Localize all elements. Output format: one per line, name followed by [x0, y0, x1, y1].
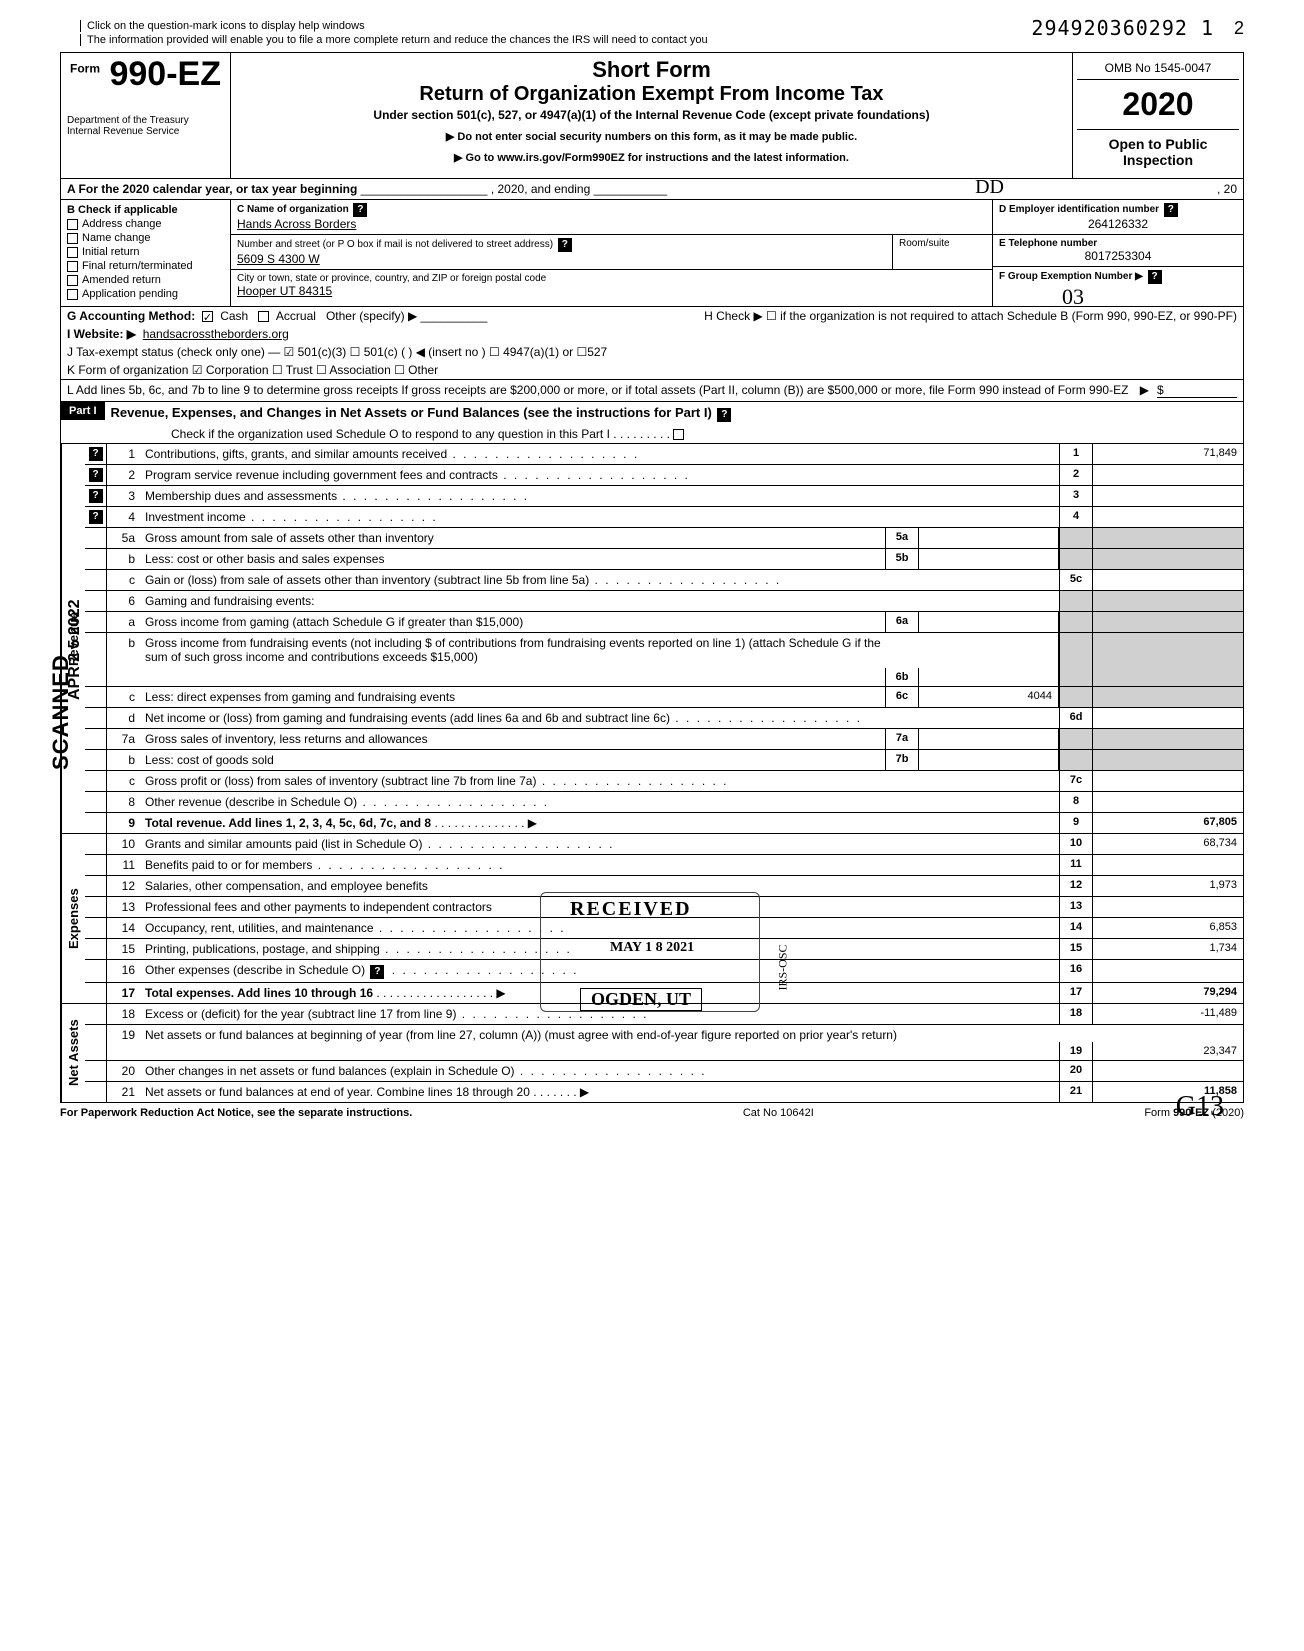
col-b: B Check if applicable Address change Nam…: [61, 200, 231, 306]
c-city: City or town, state or province, country…: [231, 270, 992, 301]
cb-application-pending[interactable]: Application pending: [67, 288, 224, 300]
g-to-k: G Accounting Method: Cash Accrual Other …: [61, 307, 1243, 380]
help-icon[interactable]: ?: [89, 447, 103, 461]
room-suite: Room/suite: [892, 235, 992, 269]
dept-treasury: Department of the Treasury Internal Reve…: [67, 115, 224, 137]
line-i: I Website: ▶ handsacrosstheborders.org: [61, 325, 1243, 343]
cb-address-change[interactable]: Address change: [67, 218, 224, 230]
main-title: Return of Organization Exempt From Incom…: [239, 83, 1064, 106]
short-form-title: Short Form: [239, 57, 1064, 83]
line-a: A For the 2020 calendar year, or tax yea…: [61, 179, 1243, 200]
footer: For Paperwork Reduction Act Notice, see …: [60, 1102, 1244, 1123]
help-icon[interactable]: ?: [353, 203, 367, 217]
expenses-label: Expenses: [61, 834, 85, 1003]
cb-name-change[interactable]: Name change: [67, 232, 224, 244]
line17-value: 79,294: [1093, 983, 1243, 1003]
help-icon[interactable]: ?: [89, 510, 103, 524]
irs-osc-stamp: IRS-OSC: [776, 944, 791, 990]
help-icon[interactable]: ?: [1148, 270, 1162, 284]
form-box: Form 990-EZ Department of the Treasury I…: [61, 53, 231, 178]
line-k: K Form of organization ☑ Corporation ☐ T…: [61, 361, 1243, 379]
line18-value: -11,489: [1093, 1004, 1243, 1024]
netassets-section: Net Assets 18Excess or (deficit) for the…: [61, 1003, 1243, 1102]
col-de: D Employer identification number ? 26412…: [993, 200, 1243, 306]
check-schedule-o: Check if the organization used Schedule …: [61, 425, 1243, 443]
cb-cash[interactable]: [202, 311, 213, 322]
part1-title: Revenue, Expenses, and Changes in Net As…: [105, 402, 1243, 425]
org-name: Hands Across Borders: [237, 217, 986, 231]
received-date: MAY 1 8 2021: [610, 940, 694, 956]
c-name: C Name of organization ? Hands Across Bo…: [231, 200, 992, 235]
received-stamp: RECEIVED: [570, 898, 692, 921]
revenue-section: Revenue ?1Contributions, gifts, grants, …: [61, 443, 1243, 833]
help-icon[interactable]: ?: [89, 468, 103, 482]
cb-accrual[interactable]: [258, 311, 269, 322]
cb-final-return[interactable]: Final return/terminated: [67, 260, 224, 272]
line6c-inbox: 4044: [919, 687, 1059, 707]
ogden-stamp: OGDEN, UT: [580, 988, 702, 1011]
handwriting-dd: DD: [975, 176, 1004, 199]
tax-year: 2020: [1077, 80, 1239, 130]
cb-initial-return[interactable]: Initial return: [67, 246, 224, 258]
document-id: 294920360292 1: [1031, 16, 1214, 40]
line-l-amount: $: [1157, 383, 1237, 398]
b-header: B Check if applicable: [67, 204, 224, 216]
cb-amended-return[interactable]: Amended return: [67, 274, 224, 286]
goto-url: ▶ Go to www.irs.gov/Form990EZ for instru…: [239, 151, 1064, 164]
handwriting-g13: G13: [1176, 1091, 1224, 1123]
e-phone: E Telephone number 8017253304: [993, 235, 1243, 267]
col-c: C Name of organization ? Hands Across Bo…: [231, 200, 993, 306]
f-group: F Group Exemption Number ▶ ?: [993, 267, 1243, 287]
paperwork-notice: For Paperwork Reduction Act Notice, see …: [60, 1107, 412, 1119]
phone: 8017253304: [999, 249, 1237, 263]
line-l: L Add lines 5b, 6c, and 7b to line 9 to …: [61, 380, 1243, 401]
line9-value: 67,805: [1093, 813, 1243, 833]
help-icon[interactable]: ?: [717, 408, 731, 422]
line-j: J Tax-exempt status (check only one) — ☑…: [61, 343, 1243, 361]
netassets-label: Net Assets: [61, 1004, 85, 1102]
d-ein: D Employer identification number ? 26412…: [993, 200, 1243, 235]
header-row: Form 990-EZ Department of the Treasury I…: [61, 53, 1243, 179]
part1-badge: Part I: [61, 402, 105, 420]
help-icon[interactable]: ?: [558, 238, 572, 252]
line-h: H Check ▶ ☐ if the organization is not r…: [704, 309, 1237, 323]
ssn-warning: ▶ Do not enter social security numbers o…: [239, 130, 1064, 143]
page-number: 2: [1234, 18, 1244, 39]
help-icon[interactable]: ?: [1164, 203, 1178, 217]
line12-value: 1,973: [1093, 876, 1243, 896]
c-street: Number and street (or P O box if mail is…: [231, 235, 992, 270]
omb-number: OMB No 1545-0047: [1077, 57, 1239, 80]
help-icon[interactable]: ?: [89, 489, 103, 503]
handwriting-03: 03: [1062, 284, 1084, 310]
street: 5609 S 4300 W: [237, 252, 884, 266]
part1-header: Part I Revenue, Expenses, and Changes in…: [61, 401, 1243, 425]
scan-date-stamp: APR 2 5 2022: [66, 599, 84, 700]
cat-no: Cat No 10642I: [412, 1107, 1144, 1119]
line19-value: 23,347: [1093, 1042, 1243, 1060]
year-box: OMB No 1545-0047 2020 Open to Public Ins…: [1073, 53, 1243, 178]
line10-value: 68,734: [1093, 834, 1243, 854]
open-inspection: Open to Public Inspection: [1077, 130, 1239, 174]
cb-schedule-o[interactable]: [673, 429, 684, 440]
line1-value: 71,849: [1093, 444, 1243, 464]
ein: 264126332: [999, 217, 1237, 231]
subtitle: Under section 501(c), 527, or 4947(a)(1)…: [239, 108, 1064, 122]
help-icon[interactable]: ?: [370, 965, 384, 979]
title-box: Short Form Return of Organization Exempt…: [231, 53, 1073, 178]
city: Hooper UT 84315: [237, 284, 986, 298]
line14-value: 6,853: [1093, 918, 1243, 938]
form-number: Form 990-EZ: [67, 57, 224, 91]
line15-value: 1,734: [1093, 939, 1243, 959]
